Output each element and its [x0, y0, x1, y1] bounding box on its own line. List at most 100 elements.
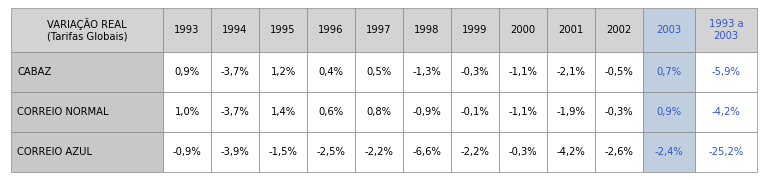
Bar: [163, 132, 211, 172]
Text: 2003: 2003: [657, 25, 682, 35]
Text: -2,5%: -2,5%: [317, 147, 346, 157]
Text: 2002: 2002: [606, 25, 632, 35]
Bar: [307, 92, 355, 132]
Bar: [163, 52, 211, 92]
Bar: [307, 132, 355, 172]
Bar: [451, 52, 499, 92]
Text: CABAZ: CABAZ: [17, 67, 51, 77]
Bar: [451, 8, 499, 52]
Text: -0,9%: -0,9%: [172, 147, 201, 157]
Bar: [595, 52, 643, 92]
Text: 0,8%: 0,8%: [367, 107, 392, 117]
Text: 2001: 2001: [558, 25, 583, 35]
Bar: [211, 92, 259, 132]
Text: VARIAÇÃO REAL
(Tarifas Globais): VARIAÇÃO REAL (Tarifas Globais): [47, 18, 127, 42]
Text: 1,4%: 1,4%: [271, 107, 296, 117]
Text: CORREIO NORMAL: CORREIO NORMAL: [17, 107, 108, 117]
Text: -1,1%: -1,1%: [509, 107, 537, 117]
Text: 1996: 1996: [318, 25, 344, 35]
Text: -1,3%: -1,3%: [413, 67, 441, 77]
Text: CORREIO AZUL: CORREIO AZUL: [17, 147, 92, 157]
Bar: [499, 52, 547, 92]
Text: -0,9%: -0,9%: [413, 107, 441, 117]
Text: -1,5%: -1,5%: [268, 147, 297, 157]
Text: -4,2%: -4,2%: [557, 147, 585, 157]
Text: 1993: 1993: [174, 25, 200, 35]
Bar: [163, 8, 211, 52]
Bar: [643, 92, 695, 132]
Bar: [547, 132, 595, 172]
Bar: [695, 52, 757, 92]
Text: 1999: 1999: [463, 25, 488, 35]
Text: 0,9%: 0,9%: [175, 67, 200, 77]
Bar: [211, 8, 259, 52]
Text: -2,6%: -2,6%: [604, 147, 633, 157]
Text: -0,3%: -0,3%: [509, 147, 537, 157]
Bar: [259, 92, 307, 132]
Bar: [355, 132, 403, 172]
Text: 1994: 1994: [222, 25, 248, 35]
Text: 1998: 1998: [414, 25, 440, 35]
Bar: [451, 132, 499, 172]
Bar: [547, 52, 595, 92]
Bar: [695, 132, 757, 172]
Text: 0,7%: 0,7%: [657, 67, 682, 77]
Text: -3,9%: -3,9%: [221, 147, 250, 157]
Bar: [499, 92, 547, 132]
Bar: [11, 92, 163, 132]
Text: -2,4%: -2,4%: [654, 147, 683, 157]
Bar: [595, 8, 643, 52]
Bar: [403, 8, 451, 52]
Bar: [695, 8, 757, 52]
Bar: [307, 52, 355, 92]
Bar: [211, 52, 259, 92]
Bar: [547, 92, 595, 132]
Bar: [355, 92, 403, 132]
Text: -0,5%: -0,5%: [604, 67, 633, 77]
Bar: [355, 8, 403, 52]
Text: 1997: 1997: [367, 25, 392, 35]
Text: -2,2%: -2,2%: [460, 147, 489, 157]
Bar: [643, 52, 695, 92]
Text: 0,5%: 0,5%: [367, 67, 392, 77]
Text: -6,6%: -6,6%: [413, 147, 441, 157]
Bar: [259, 132, 307, 172]
Text: -0,3%: -0,3%: [604, 107, 633, 117]
Text: 1995: 1995: [270, 25, 296, 35]
Text: 1,2%: 1,2%: [271, 67, 296, 77]
Text: 1,0%: 1,0%: [175, 107, 200, 117]
Text: 2000: 2000: [510, 25, 536, 35]
Text: 0,4%: 0,4%: [318, 67, 343, 77]
Text: -3,7%: -3,7%: [221, 107, 250, 117]
Text: -0,1%: -0,1%: [461, 107, 489, 117]
Bar: [11, 132, 163, 172]
Bar: [451, 92, 499, 132]
Text: -4,2%: -4,2%: [711, 107, 740, 117]
Bar: [643, 132, 695, 172]
Text: -2,2%: -2,2%: [364, 147, 393, 157]
Bar: [595, 132, 643, 172]
Bar: [11, 52, 163, 92]
Bar: [307, 8, 355, 52]
Bar: [259, 52, 307, 92]
Text: -3,7%: -3,7%: [221, 67, 250, 77]
Text: -1,9%: -1,9%: [557, 107, 586, 117]
Bar: [643, 8, 695, 52]
Bar: [547, 8, 595, 52]
Bar: [595, 92, 643, 132]
Text: -1,1%: -1,1%: [509, 67, 537, 77]
Bar: [355, 52, 403, 92]
Text: -5,9%: -5,9%: [711, 67, 740, 77]
Bar: [403, 92, 451, 132]
Bar: [403, 52, 451, 92]
Bar: [11, 8, 163, 52]
Text: -0,3%: -0,3%: [461, 67, 489, 77]
Bar: [403, 132, 451, 172]
Bar: [163, 92, 211, 132]
Text: 1993 a
2003: 1993 a 2003: [709, 19, 743, 41]
Text: -25,2%: -25,2%: [708, 147, 743, 157]
Text: 0,9%: 0,9%: [657, 107, 682, 117]
Bar: [695, 92, 757, 132]
Text: -2,1%: -2,1%: [557, 67, 586, 77]
Bar: [499, 132, 547, 172]
